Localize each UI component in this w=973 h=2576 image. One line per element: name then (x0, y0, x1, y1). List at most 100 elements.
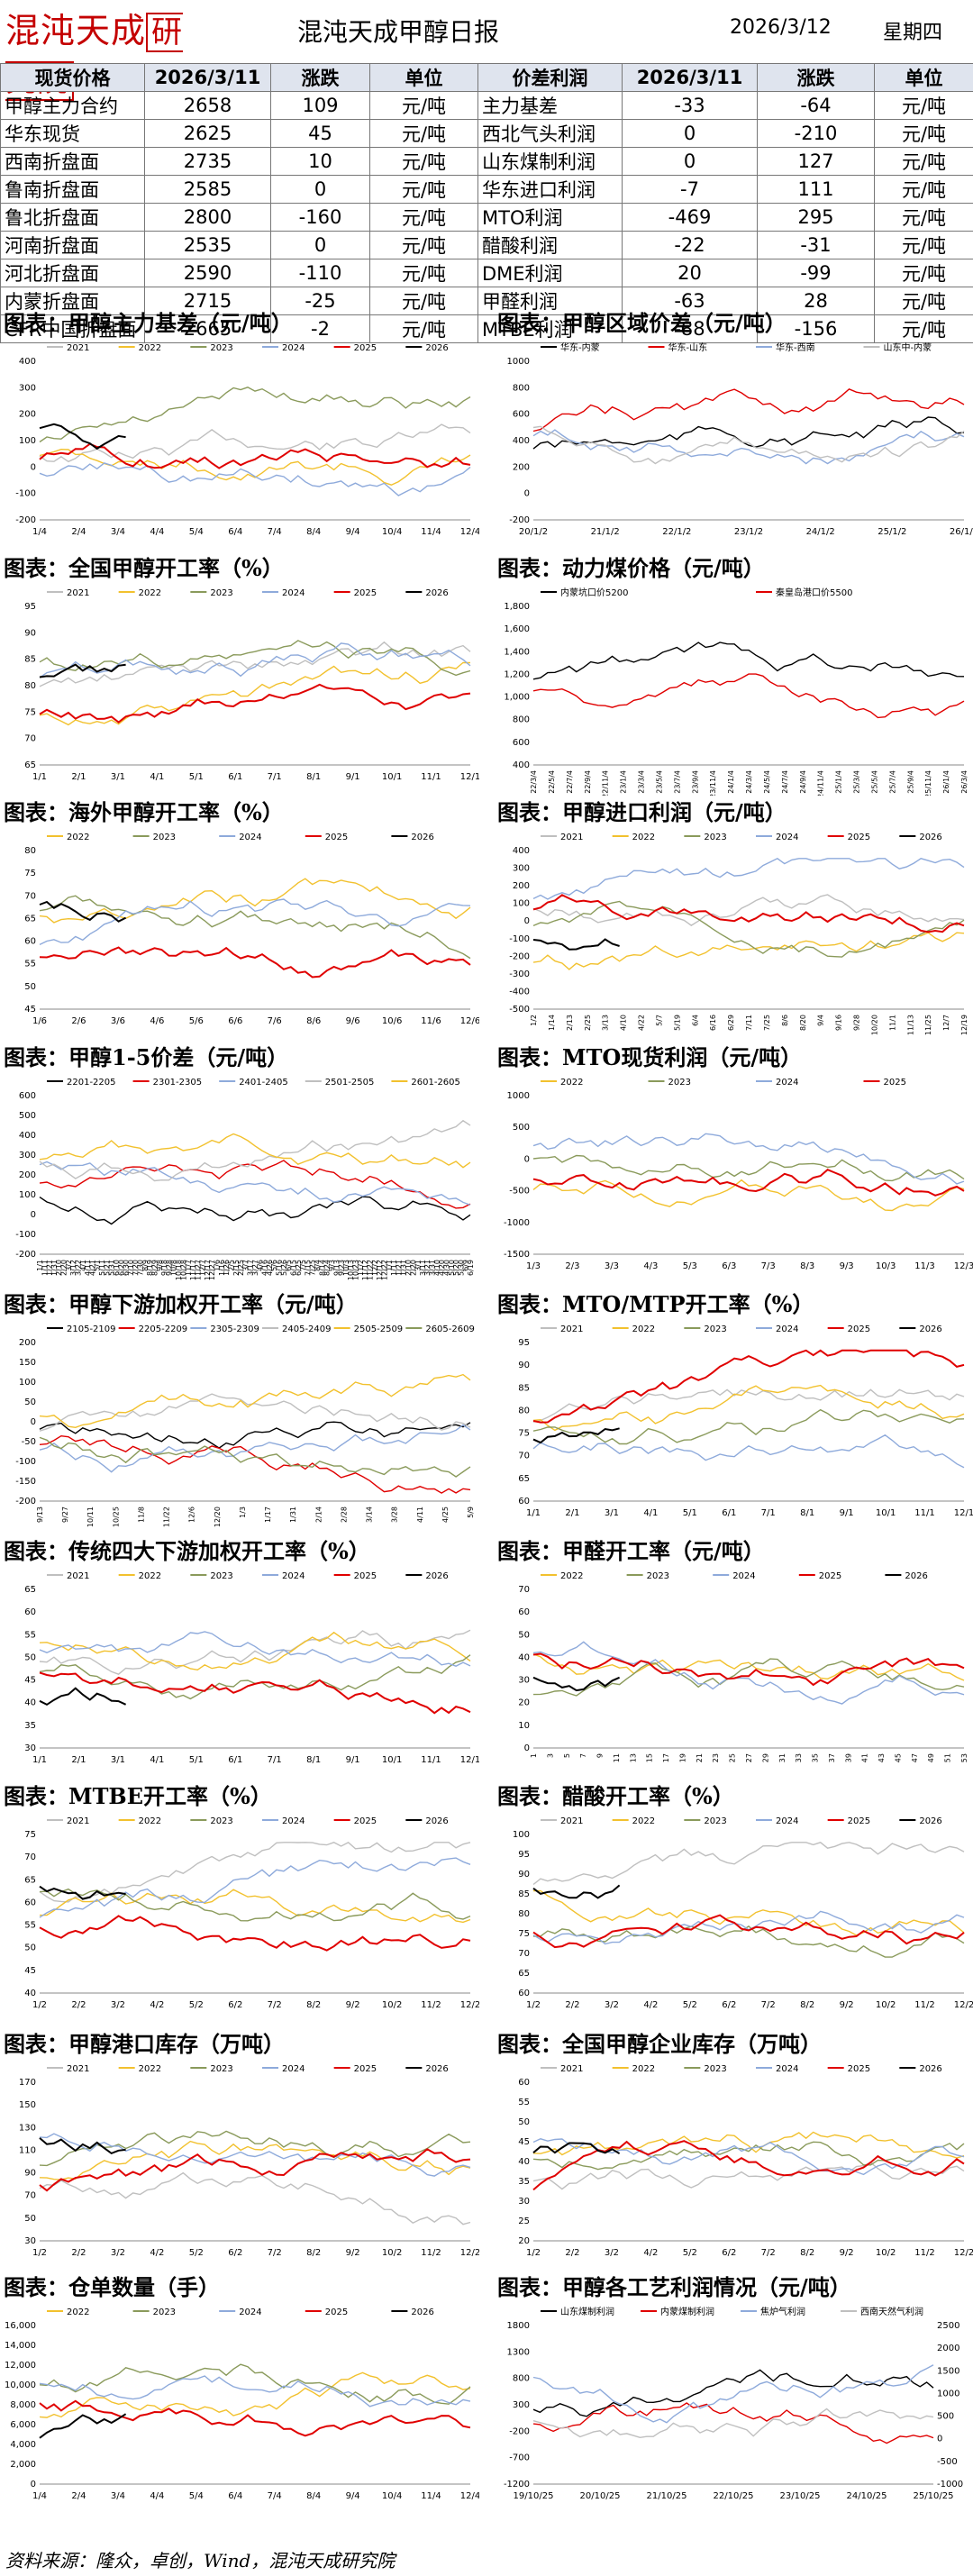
x-tick-label: 1/11 (41, 1260, 49, 1276)
legend-label: 山东煤制利润 (560, 2306, 614, 2317)
y-tick-label: 30 (24, 2236, 36, 2246)
x-tick-label: 3/4 (111, 527, 125, 537)
x-tick-label: 4/4 (150, 2491, 164, 2501)
table-cell: 元/吨 (874, 314, 973, 343)
legend-label: 2021 (560, 833, 583, 842)
x-tick-label: 1/1 (32, 1755, 47, 1765)
table-row: 河南折盘面 2535 0 元/吨 醋酸利润 -22 -31 元/吨 (0, 231, 973, 259)
y-tick-label: 65 (518, 1969, 530, 1979)
series-line (532, 900, 965, 958)
legend-label: 2024 (239, 833, 261, 842)
x-tick-label: 7/30 (137, 1260, 145, 1276)
x-tick-label: 6/3 (722, 1261, 736, 1271)
chart-title: 图表：甲醇主力基差（元/吨） (4, 310, 293, 336)
x-tick-label: 12/7 (199, 1260, 207, 1276)
legend-label: 2023 (647, 1571, 669, 1581)
y-tick-label: 0 (31, 462, 36, 472)
x-tick-label: 12/1 (460, 1755, 479, 1765)
series-line (532, 932, 965, 970)
x-tick-label: 12/19 (960, 1015, 968, 1035)
x-tick-label: 11/2 (421, 2248, 441, 2258)
y-tick-label: 300 (513, 2400, 530, 2410)
x-tick-label: 5/4 (189, 527, 204, 537)
legend-label: 2024 (282, 588, 305, 598)
y-tick-label: 2,000 (10, 2460, 36, 2470)
y-tick-label: 0 (31, 1417, 36, 1427)
x-tick-label: 11/2 (421, 2000, 441, 2010)
table-row: 河北折盘面 2590 -110 元/吨 DME利润 20 -99 元/吨 (0, 259, 973, 287)
table-cell: 2535 (144, 231, 271, 259)
chart-title: 图表：甲醇区域价差（元/吨） (497, 310, 787, 336)
legend-label: 2026 (425, 1571, 448, 1581)
x-tick-label: 10/1 (876, 1508, 896, 1518)
line-chart: 2201-2205 2301-2305 2401-2405 2501-2505 2601… (15, 1078, 475, 1280)
y-tick-label: -500 (509, 1005, 530, 1015)
x-tick-label: 11/27 (194, 1260, 202, 1280)
chart-title: 图表：醋酸开工率（%） (497, 1783, 734, 1809)
x-tick-label: 10/4 (382, 2491, 402, 2501)
x-tick-label: 5/3 (683, 1261, 697, 1271)
y-tick-label: 0 (31, 2480, 36, 2490)
x-tick-label: 2/5 (227, 1260, 235, 1271)
y-tick-label: 75 (518, 1429, 530, 1439)
table-cell: 元/吨 (369, 314, 478, 343)
y-tick-label: 300 (19, 1151, 36, 1161)
x-tick-label: 9/4 (817, 1015, 825, 1026)
y-tick-label: 65 (24, 760, 36, 770)
legend-label: 2601-2605 (411, 1078, 460, 1088)
x-tick-label: 12/2 (460, 2000, 479, 2010)
x-tick-label: 1/16 (218, 1260, 226, 1276)
x-tick-label: 24/9/4 (799, 770, 807, 794)
x-tick-label: 4/11 (84, 1260, 92, 1276)
table-cell: 主力基差 (477, 91, 623, 120)
x-tick-label: 10/6 (382, 1016, 402, 1026)
x-tick-label: 21 (696, 1753, 704, 1762)
x-tick-label: 3/2 (605, 2248, 619, 2258)
chart-panel: 2022 2023 2024 2025 1000 500 0 -500 -1000 -1500 1/… (494, 1072, 973, 1285)
legend-label: 华东-内蒙 (560, 341, 600, 353)
legend-label: 2025 (848, 1816, 870, 1826)
x-tick-label: 39 (844, 1753, 852, 1762)
table-cell: -2 (270, 314, 370, 343)
x-tick-label: 8/19 (146, 1260, 154, 1276)
legend-label: 2023 (668, 1078, 691, 1088)
x-tick-label: 2/3 (565, 1261, 579, 1271)
series-line (532, 1427, 620, 1444)
header-cell: 现货价格 (0, 63, 145, 92)
y-tick-label: -700 (509, 2453, 530, 2463)
x-tick-label: 6/1 (228, 772, 242, 782)
legend-label: 2021 (67, 1816, 89, 1826)
x-tick-label: 4/10 (620, 1015, 628, 1031)
series-line (532, 1914, 965, 1949)
x-tick-label: 5/4 (189, 2491, 204, 2501)
x-tick-label: 6/2 (228, 2000, 242, 2010)
x-tick-label: 5/1 (94, 1260, 102, 1271)
line-chart: 2021 2022 2023 2024 2025 2026 95 90 85 80 75 70 65 60… (518, 1324, 973, 1518)
table-cell: 鲁南折盘面 (0, 175, 145, 204)
table-cell: 元/吨 (874, 231, 973, 259)
x-tick-label: 9/2 (346, 2000, 360, 2010)
x-tick-label: 11/2 (914, 2248, 934, 2258)
table-cell: 元/吨 (369, 91, 478, 120)
series-line (532, 938, 620, 951)
x-tick-label: 11/22 (163, 1506, 171, 1527)
legend-label: 2026 (905, 1571, 927, 1581)
series-line (39, 1393, 471, 1432)
legend-label: 2023 (210, 1816, 232, 1826)
table-cell: 河南折盘面 (0, 231, 145, 259)
series-line (39, 423, 126, 451)
legend-label: 2022 (560, 1078, 583, 1088)
x-tick-label: 6/1 (722, 1508, 736, 1518)
line-chart: 2105-2109 2205-2209 2305-2309 2405-2409 2505… (15, 1324, 475, 1527)
x-tick-label: 7/10 (127, 1260, 135, 1276)
y-tick-label: -100 (509, 934, 530, 944)
x-tick-label: 22/11/4 (602, 770, 610, 796)
x-tick-label: 3/4 (111, 2491, 125, 2501)
legend-label: 2026 (425, 1816, 448, 1826)
x-tick-label: 12/22 (380, 1260, 388, 1280)
x-tick-label: 2/1 (71, 772, 86, 782)
y-tick-label: 60 (518, 1497, 530, 1506)
y-tick-label: 65 (24, 914, 36, 924)
chart-title: 图表：动力煤价格（元/吨） (497, 555, 765, 581)
x-tick-label: 4/6 (150, 1016, 164, 1026)
